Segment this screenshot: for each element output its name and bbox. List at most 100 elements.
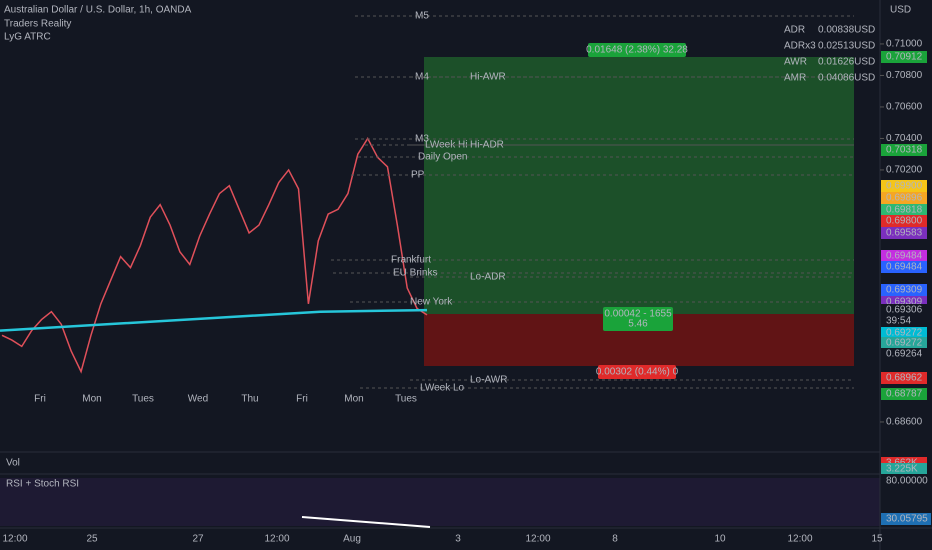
time-label: 8 xyxy=(612,534,618,545)
price-tag-label: 39:54 xyxy=(886,316,911,327)
price-tag xyxy=(881,337,927,349)
price-tag xyxy=(881,250,927,262)
price-tag xyxy=(881,192,927,204)
vol-tag-label: 3.225K xyxy=(886,464,918,475)
day-label: Tues xyxy=(395,394,417,405)
day-label: Wed xyxy=(188,394,208,405)
level-label: Lo-AWR xyxy=(470,375,507,386)
price-tag-label: 0.69306 xyxy=(886,305,923,316)
price-tag xyxy=(881,215,927,227)
price-tag-label: 0.69484 xyxy=(886,262,923,273)
time-label: 12:00 xyxy=(264,534,289,545)
level-label: PP xyxy=(411,170,425,181)
rsi-tag xyxy=(881,475,931,487)
level-label: Hi-ADR xyxy=(470,140,504,151)
entry-tag xyxy=(603,307,673,331)
price-tag xyxy=(881,227,927,239)
level-label: M3 xyxy=(415,134,429,145)
price-tag xyxy=(881,315,927,327)
price-tag xyxy=(881,327,927,339)
price-tag-label: 0.69818 xyxy=(886,205,923,216)
price-tag-label: 0.69264 xyxy=(886,349,923,360)
price-tick-label: 0.70800 xyxy=(886,70,923,81)
vol-tag xyxy=(881,463,927,474)
stop-label: 0.00302 (0.44%) 0 xyxy=(596,367,679,378)
entry-label: 5.46 xyxy=(628,319,648,330)
time-label: Aug xyxy=(343,534,361,545)
rsi-tag-label: 30.05795 xyxy=(886,514,928,525)
rsi-band xyxy=(0,478,880,526)
price-tag xyxy=(881,204,927,216)
time-label: 27 xyxy=(192,534,204,545)
price-tag xyxy=(881,304,927,316)
price-tick-label: 0.68600 xyxy=(886,417,923,428)
rsi-tag-label: 80.00000 xyxy=(886,476,928,487)
time-label: 12:00 xyxy=(787,534,812,545)
stat-value: 0.01626USD xyxy=(818,57,875,68)
time-label: 15 xyxy=(871,534,883,545)
price-tag xyxy=(881,51,927,63)
price-tag xyxy=(881,261,927,273)
time-label: 10 xyxy=(714,534,726,545)
price-tag-label: 0.68962 xyxy=(886,373,923,384)
price-tick-label: 0.70600 xyxy=(886,102,923,113)
price-tag xyxy=(881,388,927,400)
currency: USD xyxy=(890,5,911,16)
indicator: Traders Reality xyxy=(4,19,71,30)
price-tag-label: 0.69583 xyxy=(886,228,923,239)
price-tag xyxy=(881,284,927,296)
stat-value: 0.04086USD xyxy=(818,73,875,84)
price-tag-label: 0.69309 xyxy=(886,297,923,308)
day-label: Fri xyxy=(34,394,46,405)
stat-label: ADRx3 xyxy=(784,41,816,52)
stat-label: AWR xyxy=(784,57,807,68)
level-label: M5 xyxy=(415,11,429,22)
price-tick-label: 0.71000 xyxy=(886,39,923,50)
level-label: Hi-AWR xyxy=(470,72,506,83)
price-tag-label: 0.68787 xyxy=(886,389,923,400)
level-label: LWeek Lo xyxy=(420,383,465,394)
price-line xyxy=(1,136,428,374)
price-tag-label: 0.69484 xyxy=(886,251,923,262)
price-tick-label: 0.70400 xyxy=(886,133,923,144)
target-tag xyxy=(588,43,686,57)
day-label: Tues xyxy=(132,394,154,405)
symbol-title: Australian Dollar / U.S. Dollar, 1h, OAN… xyxy=(4,5,192,16)
day-label: Mon xyxy=(82,394,101,405)
price-tag xyxy=(881,372,927,384)
vol-tag xyxy=(881,457,927,468)
time-label: 12:00 xyxy=(525,534,550,545)
price-tag-label: 0.69896 xyxy=(886,193,923,204)
stat-label: ADR xyxy=(784,25,805,36)
target-zone xyxy=(424,57,854,314)
price-tag-label: 0.69309 xyxy=(886,285,923,296)
level-label: Daily Open xyxy=(418,152,467,163)
price-tag xyxy=(881,144,927,156)
price-tag xyxy=(881,348,927,360)
stop-tag xyxy=(598,365,676,379)
day-label: Mon xyxy=(344,394,363,405)
price-tag-label: 0.69900 xyxy=(886,181,923,192)
stat-label: AMR xyxy=(784,73,806,84)
time-label: 12:00 xyxy=(2,534,27,545)
level-label: New York xyxy=(410,297,453,308)
divergence-line xyxy=(301,516,431,528)
time-label: 25 xyxy=(86,534,98,545)
level-label: Lo-ADR xyxy=(470,272,506,283)
stat-value: 0.02513USD xyxy=(818,41,875,52)
vol-label: Vol xyxy=(6,458,20,469)
day-label: Fri xyxy=(296,394,308,405)
stat-value: 0.00838USD xyxy=(818,25,875,36)
level-label: Frankfurt xyxy=(391,255,431,266)
price-tag-label: 0.70912 xyxy=(886,52,923,63)
price-tag-label: 0.69272 xyxy=(886,328,923,339)
price-tick-label: 0.70200 xyxy=(886,165,923,176)
indicator: LyG ATRC xyxy=(4,32,51,43)
target-label: 0.01648 (2.38%) 32.28 xyxy=(586,45,688,56)
price-tag-label: 0.70318 xyxy=(886,145,923,156)
moving-average xyxy=(0,308,428,332)
day-label: Thu xyxy=(241,394,258,405)
rsi-tag xyxy=(881,513,931,525)
price-tag-label: 0.69272 xyxy=(886,338,923,349)
